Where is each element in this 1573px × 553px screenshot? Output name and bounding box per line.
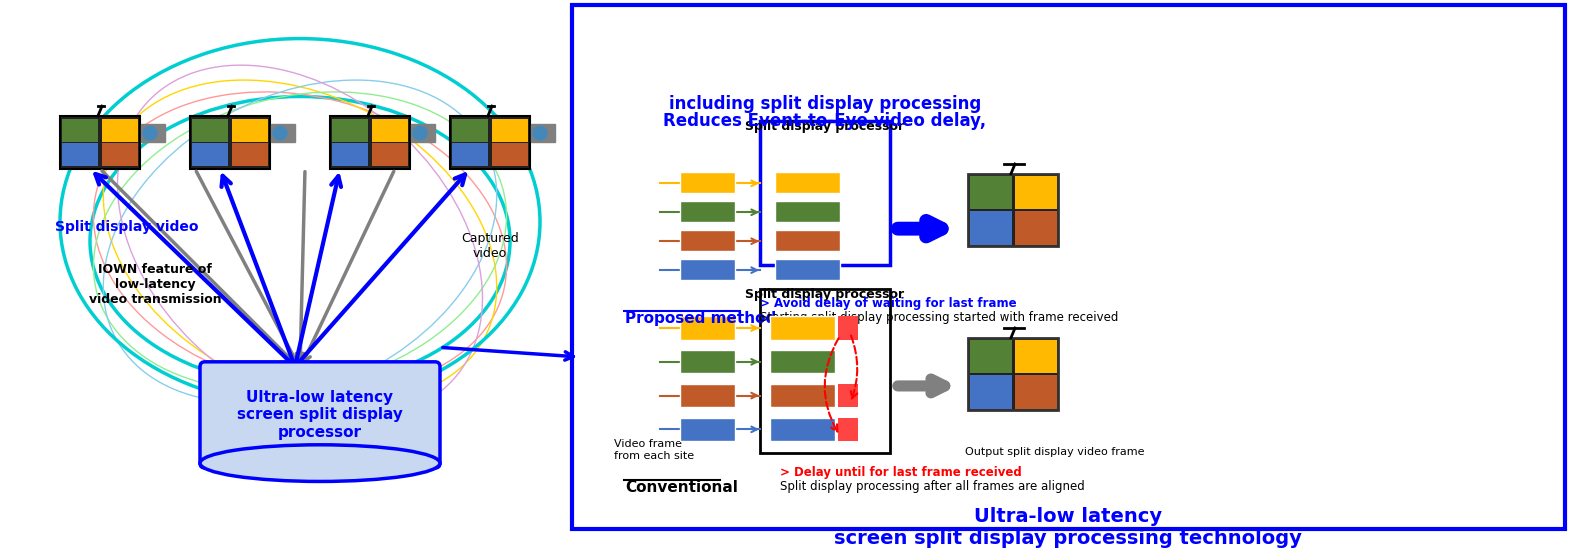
FancyBboxPatch shape — [271, 124, 296, 142]
Text: Conventional: Conventional — [624, 479, 738, 494]
FancyBboxPatch shape — [1015, 176, 1057, 210]
FancyBboxPatch shape — [971, 340, 1011, 373]
FancyBboxPatch shape — [680, 201, 735, 222]
FancyBboxPatch shape — [190, 116, 271, 169]
FancyBboxPatch shape — [332, 143, 368, 166]
FancyBboxPatch shape — [1015, 340, 1057, 373]
FancyBboxPatch shape — [200, 362, 440, 468]
FancyBboxPatch shape — [492, 119, 529, 142]
Text: including split display processing: including split display processing — [669, 95, 982, 113]
FancyBboxPatch shape — [775, 201, 840, 222]
FancyBboxPatch shape — [332, 119, 368, 142]
FancyBboxPatch shape — [838, 418, 857, 441]
FancyBboxPatch shape — [192, 143, 228, 166]
FancyBboxPatch shape — [192, 119, 228, 142]
FancyBboxPatch shape — [411, 124, 436, 142]
FancyBboxPatch shape — [760, 121, 890, 265]
FancyBboxPatch shape — [760, 289, 890, 453]
Text: > Avoid delay of waiting for last frame: > Avoid delay of waiting for last frame — [760, 297, 1016, 310]
FancyBboxPatch shape — [771, 316, 835, 340]
FancyBboxPatch shape — [573, 5, 1565, 529]
FancyBboxPatch shape — [971, 176, 1011, 210]
Circle shape — [533, 127, 547, 140]
FancyBboxPatch shape — [1015, 375, 1057, 409]
FancyBboxPatch shape — [61, 143, 98, 166]
FancyBboxPatch shape — [771, 418, 835, 441]
Text: Split display processor: Split display processor — [746, 119, 904, 133]
FancyBboxPatch shape — [1015, 211, 1057, 245]
Circle shape — [143, 127, 157, 140]
FancyBboxPatch shape — [371, 143, 407, 166]
Text: Ultra-low latency
screen split display
processor: Ultra-low latency screen split display p… — [238, 390, 403, 440]
FancyBboxPatch shape — [231, 143, 267, 166]
FancyBboxPatch shape — [102, 119, 138, 142]
FancyBboxPatch shape — [371, 119, 407, 142]
FancyBboxPatch shape — [838, 316, 857, 340]
FancyBboxPatch shape — [967, 174, 1059, 246]
FancyBboxPatch shape — [775, 259, 840, 280]
Text: Captured
video: Captured video — [461, 232, 519, 260]
Text: Split display video: Split display video — [55, 220, 198, 234]
FancyBboxPatch shape — [451, 143, 488, 166]
FancyBboxPatch shape — [967, 338, 1059, 410]
FancyBboxPatch shape — [680, 418, 735, 441]
FancyBboxPatch shape — [330, 116, 411, 169]
FancyBboxPatch shape — [680, 350, 735, 373]
FancyBboxPatch shape — [971, 375, 1011, 409]
FancyBboxPatch shape — [451, 119, 488, 142]
Circle shape — [274, 127, 286, 140]
FancyBboxPatch shape — [838, 384, 857, 407]
FancyBboxPatch shape — [971, 211, 1011, 245]
Text: Proposed method: Proposed method — [624, 311, 775, 326]
FancyBboxPatch shape — [680, 259, 735, 280]
FancyBboxPatch shape — [680, 384, 735, 407]
Circle shape — [414, 127, 426, 140]
FancyBboxPatch shape — [60, 116, 140, 169]
FancyBboxPatch shape — [680, 172, 735, 193]
FancyBboxPatch shape — [680, 316, 735, 340]
Text: Reduces Event-to-Eye video delay,: Reduces Event-to-Eye video delay, — [664, 112, 986, 129]
Ellipse shape — [200, 445, 440, 482]
Text: Ultra-low latency
screen split display processing technology: Ultra-low latency screen split display p… — [834, 507, 1302, 547]
FancyBboxPatch shape — [142, 124, 165, 142]
FancyBboxPatch shape — [61, 119, 98, 142]
FancyBboxPatch shape — [532, 124, 555, 142]
FancyBboxPatch shape — [492, 143, 529, 166]
Text: > Delay until for last frame received: > Delay until for last frame received — [780, 466, 1022, 479]
Text: Split display processing after all frames are aligned: Split display processing after all frame… — [780, 479, 1085, 493]
Text: Starting split display processing started with frame received: Starting split display processing starte… — [760, 311, 1118, 324]
FancyBboxPatch shape — [775, 172, 840, 193]
Text: IOWN feature of
low-latency
video transmission: IOWN feature of low-latency video transm… — [88, 263, 222, 306]
Text: Output split display video frame: Output split display video frame — [964, 447, 1145, 457]
Text: Video frame
from each site: Video frame from each site — [613, 439, 694, 461]
FancyBboxPatch shape — [771, 350, 835, 373]
FancyBboxPatch shape — [231, 119, 267, 142]
FancyBboxPatch shape — [450, 116, 530, 169]
FancyBboxPatch shape — [771, 384, 835, 407]
Text: Split display processor: Split display processor — [746, 288, 904, 300]
FancyBboxPatch shape — [102, 143, 138, 166]
FancyBboxPatch shape — [775, 229, 840, 251]
FancyBboxPatch shape — [680, 229, 735, 251]
